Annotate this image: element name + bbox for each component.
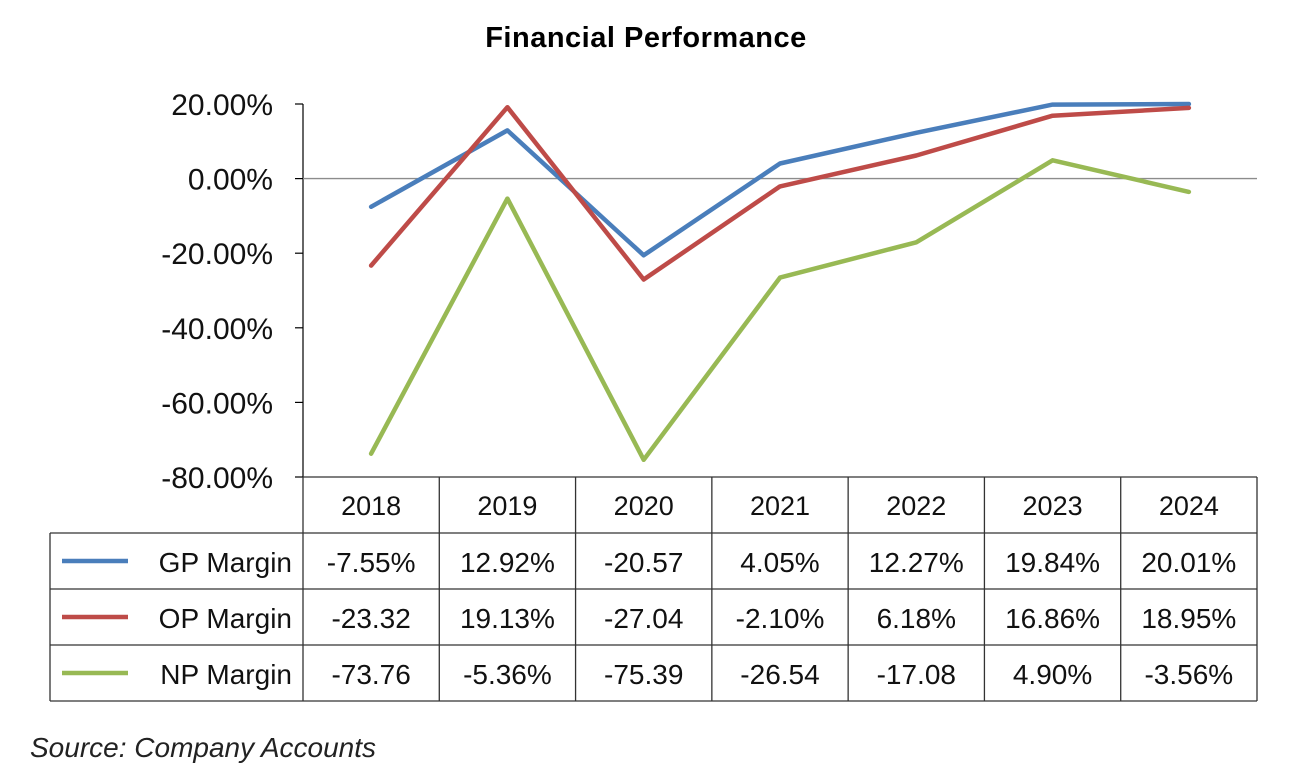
table-cell-value: -2.10% (736, 603, 825, 634)
table-cell-value: -20.57 (604, 547, 683, 578)
table-cell-value: -23.32 (331, 603, 410, 634)
source-note: Source: Company Accounts (30, 732, 377, 763)
table-cell-value: 6.18% (877, 603, 956, 634)
series-line-3 (368, 158, 1192, 463)
table-cell-value: -17.08 (877, 659, 956, 690)
chart-title: Financial Performance (485, 22, 807, 54)
y-tick-label: -20.00% (161, 238, 273, 271)
table-cell-value: -5.36% (463, 659, 552, 690)
table-cell-value: -27.04 (604, 603, 683, 634)
table-cell-value: -75.39 (604, 659, 683, 690)
x-tick-label: 2020 (614, 491, 674, 521)
table-cell-value: 12.92% (460, 547, 555, 578)
table-cell-value: 19.84% (1005, 547, 1100, 578)
y-tick-label: 20.00% (171, 89, 273, 122)
table-cell-value: 12.27% (869, 547, 964, 578)
table-cell-value: 18.95% (1141, 603, 1236, 634)
y-tick-label: -60.00% (161, 387, 273, 420)
legend-label: GP Margin (159, 547, 292, 578)
x-tick-label: 2019 (477, 491, 537, 521)
y-tick-label: 0.00% (188, 164, 273, 197)
x-tick-label: 2018 (341, 491, 401, 521)
table-cell-value: -7.55% (327, 547, 416, 578)
y-tick-label: -40.00% (161, 313, 273, 346)
series-line-1 (368, 101, 1192, 258)
table-cell-value: -26.54 (740, 659, 819, 690)
table-cell-value: 4.05% (740, 547, 819, 578)
table-cell-value: -3.56% (1144, 659, 1233, 690)
table-cell-value: -73.76 (331, 659, 410, 690)
legend-label: OP Margin (159, 603, 292, 634)
y-tick-label: -80.00% (161, 462, 273, 495)
table-cell-value: 20.01% (1141, 547, 1236, 578)
table-cell-value: 19.13% (460, 603, 555, 634)
table-cell-value: 4.90% (1013, 659, 1092, 690)
x-tick-label: 2024 (1159, 491, 1219, 521)
x-tick-label: 2021 (750, 491, 810, 521)
table-cell-value: 16.86% (1005, 603, 1100, 634)
x-tick-label: 2023 (1023, 491, 1083, 521)
series-line-2 (368, 104, 1192, 282)
legend-label: NP Margin (160, 659, 292, 690)
x-tick-label: 2022 (886, 491, 946, 521)
